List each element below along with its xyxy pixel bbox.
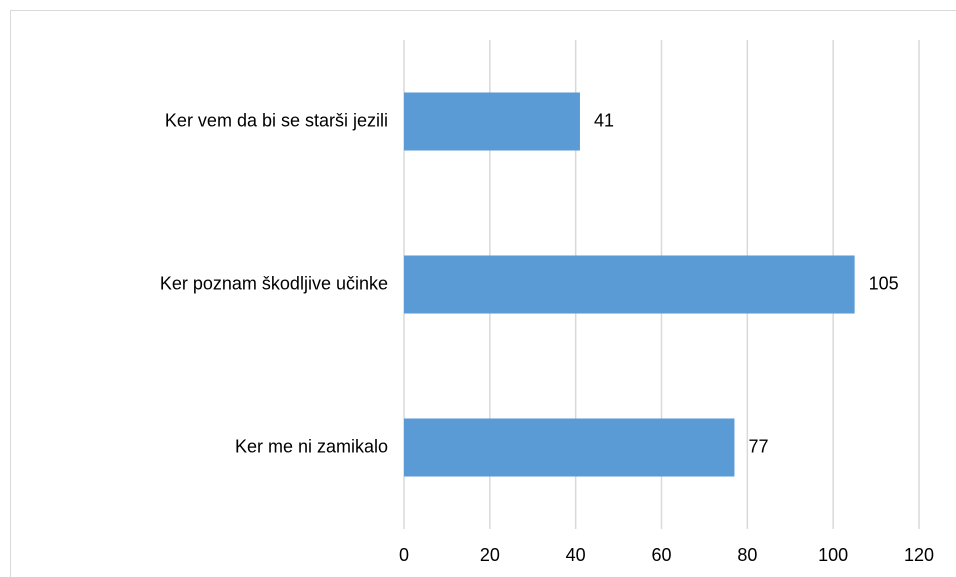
value-label: 77 — [748, 436, 768, 456]
x-tick-label: 60 — [651, 545, 671, 565]
value-label: 105 — [869, 273, 899, 293]
x-tick-label: 20 — [480, 545, 500, 565]
y-tick-label: Ker vem da bi se starši jezili — [165, 110, 388, 130]
x-tick-label: 40 — [566, 545, 586, 565]
bar — [404, 255, 855, 314]
y-tick-label: Ker me ni zamikalo — [235, 436, 388, 456]
value-label: 41 — [594, 110, 614, 130]
x-tick-label: 80 — [737, 545, 757, 565]
x-tick-label: 0 — [399, 545, 409, 565]
x-tick-label: 120 — [904, 545, 934, 565]
y-tick-label: Ker poznam škodljive učinke — [160, 273, 388, 293]
x-tick-label: 100 — [818, 545, 848, 565]
bar — [404, 418, 735, 477]
bar — [404, 92, 580, 151]
